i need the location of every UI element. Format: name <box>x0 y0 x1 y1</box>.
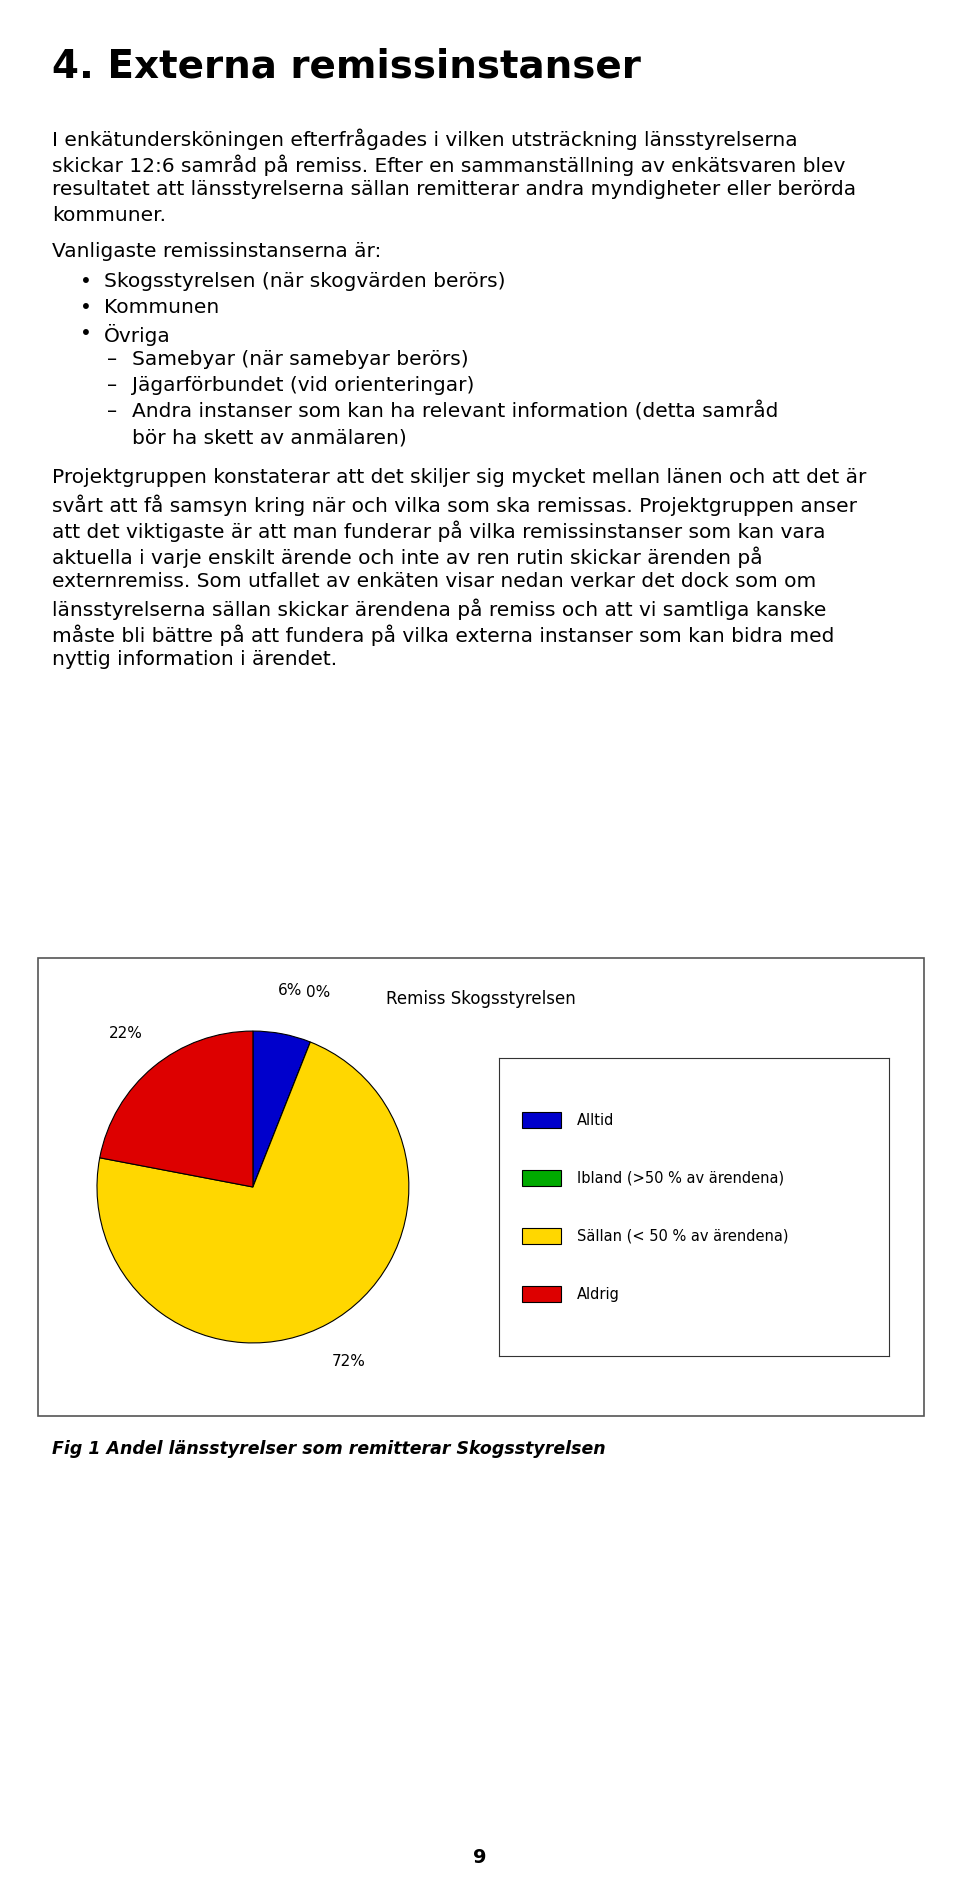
Text: 0%: 0% <box>306 984 330 999</box>
Wedge shape <box>97 1042 409 1343</box>
Wedge shape <box>252 1042 310 1187</box>
Bar <box>522 1228 561 1245</box>
Text: Kommunen: Kommunen <box>104 299 219 317</box>
Text: nyttig information i ärendet.: nyttig information i ärendet. <box>52 650 337 669</box>
FancyBboxPatch shape <box>38 958 924 1416</box>
Text: måste bli bättre på att fundera på vilka externa instanser som kan bidra med: måste bli bättre på att fundera på vilka… <box>52 623 834 646</box>
Text: 9: 9 <box>473 1848 487 1867</box>
Text: skickar 12:6 samråd på remiss. Efter en sammanställning av enkätsvaren blev: skickar 12:6 samråd på remiss. Efter en … <box>52 154 846 175</box>
Text: Samebyar (när samebyar berörs): Samebyar (när samebyar berörs) <box>132 349 468 368</box>
Bar <box>522 1112 561 1129</box>
Text: –: – <box>107 402 117 421</box>
Wedge shape <box>252 1031 310 1187</box>
Text: svårt att få samsyn kring när och vilka som ska remissas. Projektgruppen anser: svårt att få samsyn kring när och vilka … <box>52 494 857 515</box>
Text: 6%: 6% <box>278 984 302 999</box>
Text: Jägarförbundet (vid orienteringar): Jägarförbundet (vid orienteringar) <box>132 376 474 394</box>
Text: Skogsstyrelsen (när skogvärden berörs): Skogsstyrelsen (när skogvärden berörs) <box>104 272 506 291</box>
Text: resultatet att länsstyrelserna sällan remitterar andra myndigheter eller berörda: resultatet att länsstyrelserna sällan re… <box>52 180 856 199</box>
Text: att det viktigaste är att man funderar på vilka remissinstanser som kan vara: att det viktigaste är att man funderar p… <box>52 520 826 541</box>
Bar <box>522 1170 561 1187</box>
Text: Remiss Skogsstyrelsen: Remiss Skogsstyrelsen <box>386 990 576 1008</box>
Text: Övriga: Övriga <box>104 325 171 346</box>
Text: Projektgruppen konstaterar att det skiljer sig mycket mellan länen och att det ä: Projektgruppen konstaterar att det skilj… <box>52 468 866 486</box>
Text: aktuella i varje enskilt ärende och inte av ren rutin skickar ärenden på: aktuella i varje enskilt ärende och inte… <box>52 546 762 567</box>
Wedge shape <box>100 1031 252 1187</box>
Text: Sällan (< 50 % av ärendena): Sällan (< 50 % av ärendena) <box>577 1228 788 1243</box>
Text: –: – <box>107 376 117 394</box>
Text: •: • <box>80 325 92 344</box>
Text: 72%: 72% <box>332 1354 366 1369</box>
Bar <box>522 1286 561 1303</box>
Text: länsstyrelserna sällan skickar ärendena på remiss och att vi samtliga kanske: länsstyrelserna sällan skickar ärendena … <box>52 597 827 620</box>
Text: Vanligaste remissinstanserna är:: Vanligaste remissinstanserna är: <box>52 242 381 261</box>
Text: Alltid: Alltid <box>577 1112 614 1127</box>
Text: I enkätundersköningen efterfrågades i vilken utsträckning länsstyrelserna: I enkätundersköningen efterfrågades i vi… <box>52 128 798 150</box>
Text: 4. Externa remissinstanser: 4. Externa remissinstanser <box>52 49 641 86</box>
Text: Fig 1 Andel länsstyrelser som remitterar Skogsstyrelsen: Fig 1 Andel länsstyrelser som remitterar… <box>52 1440 606 1457</box>
Text: Ibland (>50 % av ärendena): Ibland (>50 % av ärendena) <box>577 1170 783 1185</box>
Text: 22%: 22% <box>108 1025 143 1040</box>
Text: –: – <box>107 349 117 368</box>
Text: externremiss. Som utfallet av enkäten visar nedan verkar det dock som om: externremiss. Som utfallet av enkäten vi… <box>52 573 816 592</box>
Text: bör ha skett av anmälaren): bör ha skett av anmälaren) <box>132 428 407 447</box>
Text: •: • <box>80 272 92 291</box>
Text: Aldrig: Aldrig <box>577 1286 619 1301</box>
Text: •: • <box>80 299 92 317</box>
Text: kommuner.: kommuner. <box>52 207 166 225</box>
Text: Andra instanser som kan ha relevant information (detta samråd: Andra instanser som kan ha relevant info… <box>132 402 779 423</box>
